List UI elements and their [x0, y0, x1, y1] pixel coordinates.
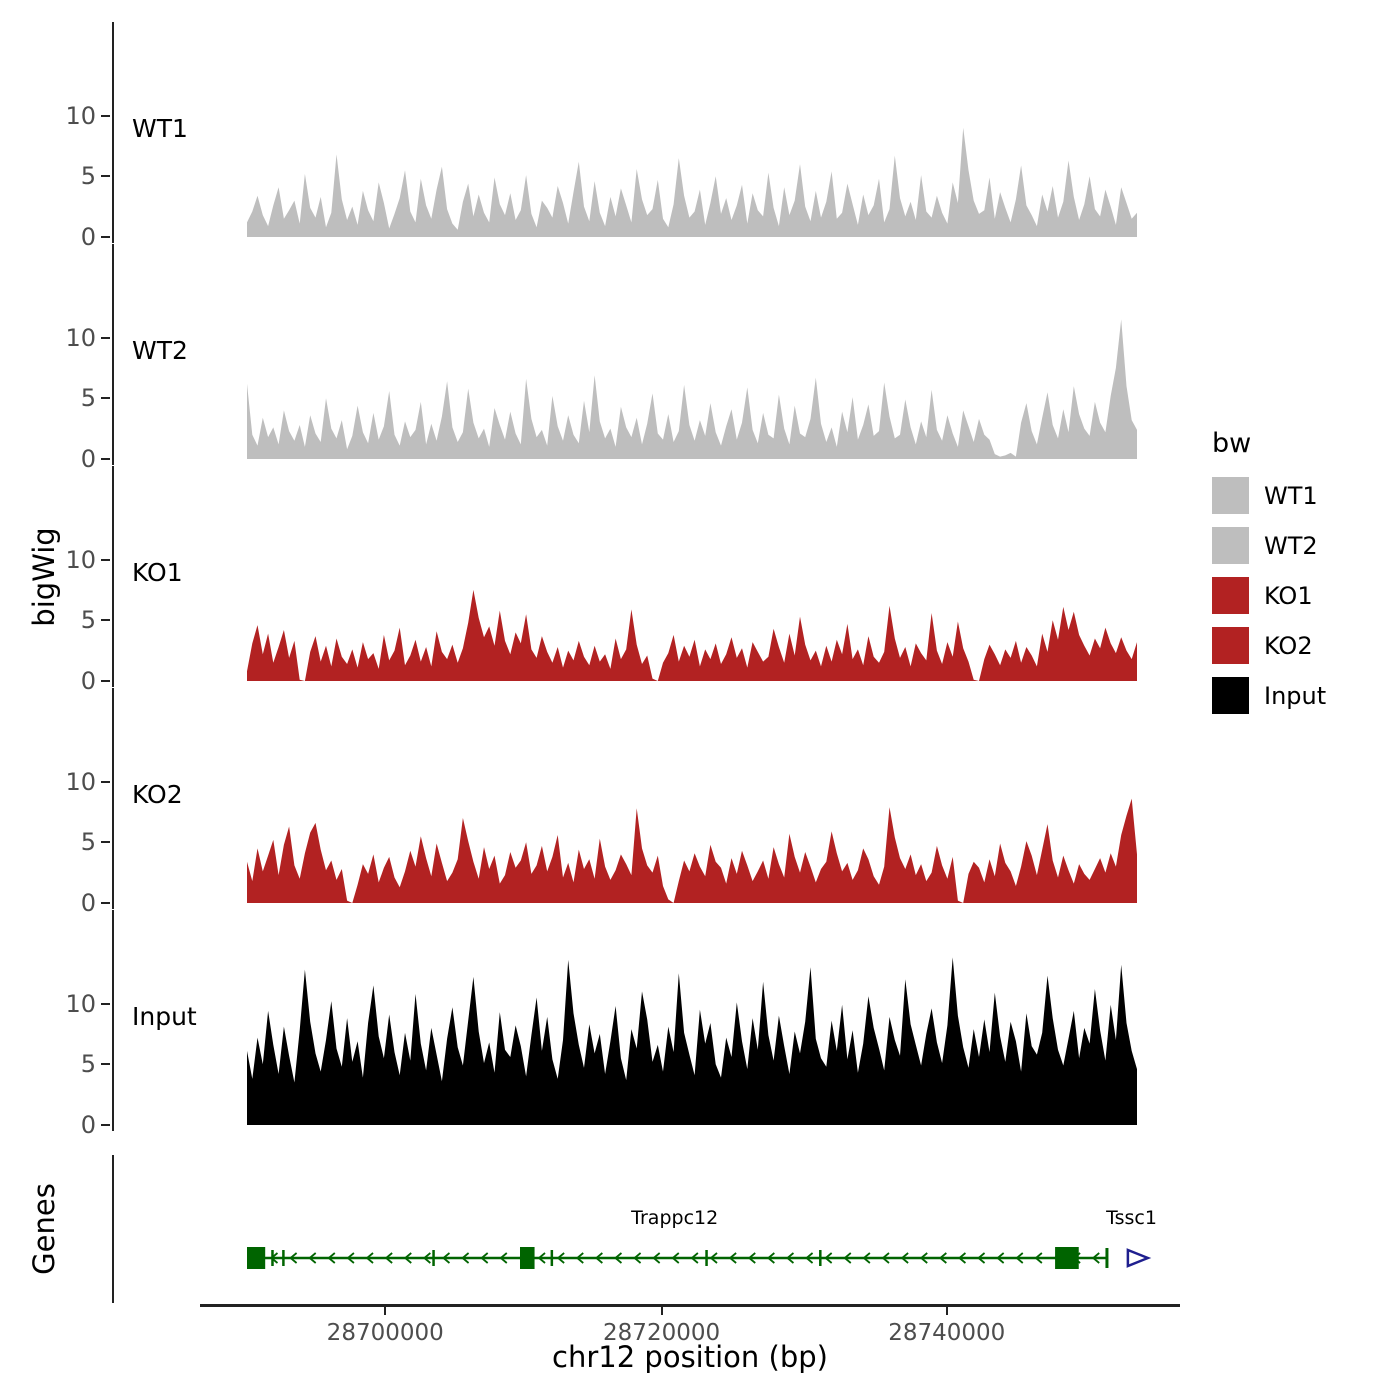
legend-swatch-wt1	[1212, 477, 1249, 514]
legend-swatch-wt2	[1212, 527, 1249, 564]
legend-label: WT1	[1264, 481, 1318, 510]
y-tick-label: 5	[80, 1050, 96, 1079]
y-tick-label: 5	[80, 606, 96, 635]
track-label-ko1: KO1	[132, 558, 183, 587]
x-tick-label: 28720000	[603, 1320, 721, 1346]
legend-label: KO2	[1264, 631, 1313, 660]
y-tick-mark	[101, 619, 110, 622]
y-axis-title-genes: Genes	[27, 1183, 61, 1275]
plot-area-input: Input	[112, 910, 1180, 1131]
x-axis: 28700000 28720000 28740000	[200, 1304, 1180, 1364]
x-tick-mark	[945, 1306, 948, 1315]
y-tick-label: 0	[80, 1111, 96, 1139]
legend-swatch-ko1	[1212, 577, 1249, 614]
coverage-signal-wt2	[247, 289, 1137, 459]
y-tick-mark	[101, 336, 110, 339]
y-tick-label: 5	[80, 828, 96, 857]
y-tick-label: 5	[80, 162, 96, 191]
y-tick-label: 10	[65, 101, 96, 130]
y-tick-label: 10	[65, 767, 96, 796]
y-tick-mark	[101, 397, 110, 400]
x-axis-title: chr12 position (bp)	[552, 1340, 828, 1374]
y-tick-mark	[101, 114, 110, 117]
y-tick-mark	[101, 902, 110, 904]
track-label-wt2: WT2	[132, 336, 188, 365]
track-panel-input: 0 5 10 Input	[60, 910, 1180, 1137]
legend-swatch-input	[1212, 677, 1249, 714]
y-tick-mark	[101, 680, 110, 682]
track-panel-wt1: 0 5 10 WT1	[60, 22, 1180, 249]
y-tick-mark	[101, 1124, 110, 1126]
x-tick-mark	[384, 1306, 387, 1315]
y-axis-ko1: 0 5 10	[60, 466, 112, 693]
track-label-ko2: KO2	[132, 780, 183, 809]
y-tick-mark	[101, 1002, 110, 1005]
coverage-signal-wt1	[247, 67, 1137, 237]
legend-title: bw	[1212, 428, 1252, 459]
track-label-wt1: WT1	[132, 114, 188, 143]
y-axis-ko2: 0 5 10	[60, 688, 112, 915]
y-tick-mark	[101, 841, 110, 844]
gene-models-area: Trappc12 Tssc1	[247, 1155, 1157, 1303]
legend-items: WT1 WT2 KO1 KO2 Input	[1212, 477, 1326, 714]
plot-area-ko2: KO2	[112, 688, 1180, 909]
track-panels: 0 5 10 WT1 0 5 10 WT2 0 5 10 KO1 0 5 10 KO2 0 5 10 Input	[60, 22, 1180, 1137]
x-axis-line	[200, 1304, 1180, 1307]
gene-label-trappc12: Trappc12	[631, 1207, 719, 1229]
coverage-signal-input	[247, 955, 1137, 1125]
legend-label: KO1	[1264, 581, 1313, 610]
legend-item-input: Input	[1212, 677, 1326, 714]
plot-area-ko1: KO1	[112, 466, 1180, 687]
y-tick-label: 10	[65, 323, 96, 352]
x-tick-label: 28740000	[888, 1320, 1006, 1346]
y-tick-mark	[101, 1063, 110, 1066]
y-axis-wt2: 0 5 10	[60, 244, 112, 471]
legend-item-ko2: KO2	[1212, 627, 1326, 664]
legend-label: Input	[1264, 681, 1327, 710]
coverage-signal-ko1	[247, 511, 1137, 681]
y-axis-wt1: 0 5 10	[60, 22, 112, 249]
y-tick-label: 5	[80, 384, 96, 413]
y-tick-label: 0	[80, 223, 96, 251]
x-tick-mark	[660, 1306, 663, 1315]
y-tick-label: 0	[80, 889, 96, 917]
y-tick-mark	[101, 236, 110, 238]
legend-label: WT2	[1264, 531, 1318, 560]
gene-label-tssc1: Tssc1	[1106, 1207, 1157, 1229]
y-tick-label: 0	[80, 445, 96, 473]
y-axis-title-bigwig: bigWig	[27, 527, 61, 627]
gene-track-panel: Trappc12 Tssc1	[60, 1155, 1180, 1303]
y-axis-input: 0 5 10	[60, 910, 112, 1137]
plot-area-wt1: WT1	[112, 22, 1180, 243]
y-tick-label: 10	[65, 545, 96, 574]
legend-item-ko1: KO1	[1212, 577, 1326, 614]
x-tick-label: 28700000	[326, 1320, 444, 1346]
y-tick-mark	[101, 558, 110, 561]
legend-swatch-ko2	[1212, 627, 1249, 664]
y-tick-mark	[101, 780, 110, 783]
plot-area-wt2: WT2	[112, 244, 1180, 465]
track-panel-ko1: 0 5 10 KO1	[60, 466, 1180, 693]
gene-track-plot-area: Trappc12 Tssc1	[112, 1155, 1180, 1303]
y-tick-label: 10	[65, 989, 96, 1018]
y-tick-mark	[101, 175, 110, 178]
legend: bw WT1 WT2 KO1 KO2 Input	[1212, 428, 1326, 727]
track-label-input: Input	[132, 1002, 197, 1031]
legend-item-wt2: WT2	[1212, 527, 1326, 564]
legend-item-wt1: WT1	[1212, 477, 1326, 514]
y-tick-label: 0	[80, 667, 96, 695]
track-panel-wt2: 0 5 10 WT2	[60, 244, 1180, 471]
coverage-signal-ko2	[247, 733, 1137, 903]
track-panel-ko2: 0 5 10 KO2	[60, 688, 1180, 915]
y-tick-mark	[101, 458, 110, 460]
